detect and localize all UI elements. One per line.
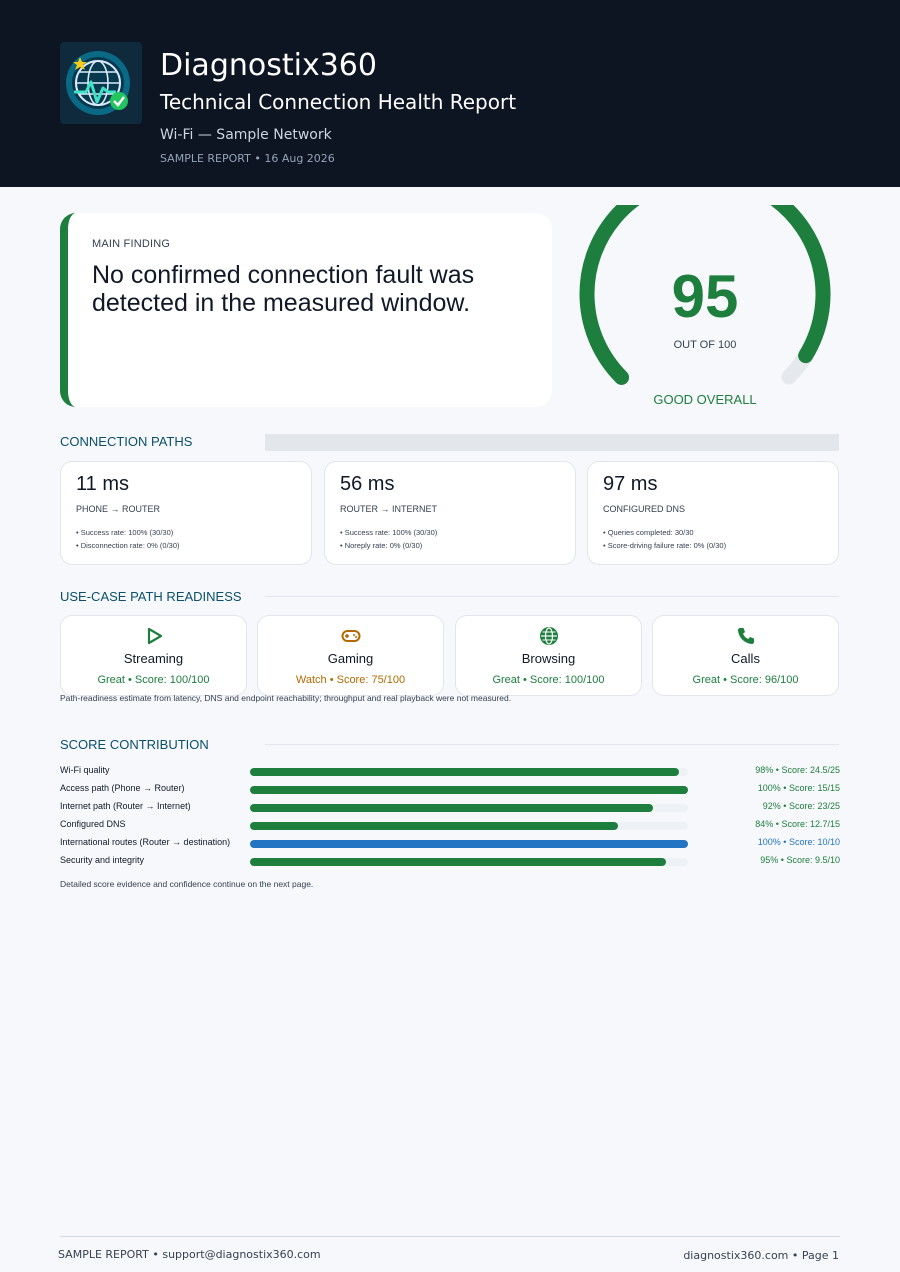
globe-icon [540, 627, 558, 645]
brand-name: Diagnostix360 [160, 48, 377, 83]
path-detail: • Queries completed: 30/30 [603, 528, 694, 537]
score-row: Access path (Phone → Router) 100% • Scor… [60, 783, 840, 797]
score-value: 84% • Score: 12.7/15 [755, 819, 840, 829]
score-bar-fill [250, 858, 667, 866]
overall-score-gauge [579, 205, 831, 385]
path-detail: • Score-driving failure rate: 0% (0/30) [603, 541, 727, 550]
score-label: Configured DNS [60, 819, 126, 829]
use-case-status: Watch • Score: 75/100 [295, 674, 406, 686]
score-row: International routes (Router → destinati… [60, 837, 840, 851]
gauge-fill [579, 205, 831, 385]
main-finding-card: MAIN FINDING No confirmed connection fau… [60, 213, 552, 407]
use-case-status: Great • Score: 96/100 [692, 674, 799, 686]
finding-text: No confirmed connection fault was detect… [92, 261, 475, 317]
path-detail: • Disconnection rate: 0% (0/30) [76, 541, 180, 550]
path-label: ROUTER → INTERNET [340, 504, 438, 514]
score-bar-fill [250, 786, 688, 794]
score-label: Wi-Fi quality [60, 765, 110, 775]
section-divider [265, 596, 839, 597]
use-case-name: Gaming [327, 651, 374, 666]
report-title: Technical Connection Health Report [160, 90, 517, 114]
play-icon [147, 627, 163, 645]
score-bar-fill [250, 822, 618, 830]
score-bar-track [250, 786, 688, 794]
path-card-configured-dns: 97 ms CONFIGURED DNS • Queries completed… [587, 461, 839, 565]
score-row: Internet path (Router → Internet) 92% • … [60, 801, 840, 815]
report-header: Diagnostix360 Technical Connection Healt… [0, 0, 900, 187]
network-name: Wi-Fi — Sample Network [160, 127, 332, 143]
score-value: 100% • Score: 15/15 [757, 783, 840, 793]
score-bar-fill [250, 840, 688, 848]
score-row: Wi-Fi quality 98% • Score: 24.5/25 [60, 765, 840, 779]
path-latency: 56 ms [340, 473, 395, 495]
score-value: 100% • Score: 10/10 [757, 837, 840, 847]
score-bar-track [250, 840, 688, 848]
score-bar-track [250, 822, 688, 830]
path-detail: • Success rate: 100% (30/30) [76, 528, 174, 537]
use-case-name: Streaming [123, 651, 184, 666]
path-detail: • Noreply rate: 0% (0/30) [340, 541, 423, 550]
finding-kicker: MAIN FINDING [92, 238, 171, 250]
footer-contact: SAMPLE REPORT • support@diagnostix360.co… [58, 1248, 321, 1261]
path-detail: • Success rate: 100% (30/30) [340, 528, 438, 537]
score-row: Security and integrity 95% • Score: 9.5/… [60, 855, 840, 869]
path-label: PHONE → ROUTER [76, 504, 161, 514]
path-latency: 11 ms [76, 473, 129, 495]
connection-paths-title: CONNECTION PATHS [60, 434, 193, 449]
footer-page-number: diagnostix360.com • Page 1 [683, 1249, 839, 1262]
score-value: 92% • Score: 23/25 [762, 801, 840, 811]
score-bar-fill [250, 768, 680, 776]
section-divider [265, 434, 839, 451]
score-bar-track [250, 804, 688, 812]
use-case-name: Browsing [521, 651, 576, 666]
score-bar-fill [250, 804, 653, 812]
score-row: Configured DNS 84% • Score: 12.7/15 [60, 819, 840, 833]
gauge-score: 95 [671, 263, 739, 330]
score-contribution-title: SCORE CONTRIBUTION [60, 737, 209, 752]
path-card-router-internet: 56 ms ROUTER → INTERNET • Success rate: … [324, 461, 576, 565]
score-bar-track [250, 858, 688, 866]
use-case-name: Calls [731, 651, 760, 666]
use-case-browsing: Browsing Great • Score: 100/100 [455, 615, 642, 696]
score-bar-track [250, 768, 688, 776]
score-label: Internet path (Router → Internet) [60, 801, 191, 811]
score-label: Access path (Phone → Router) [60, 783, 185, 793]
path-latency: 97 ms [603, 473, 658, 495]
score-label: Security and integrity [60, 855, 145, 865]
sample-report-date: SAMPLE REPORT • 16 Aug 2026 [160, 152, 335, 165]
score-label: International routes (Router → destinati… [60, 837, 231, 847]
gauge-out-of: OUT OF 100 [673, 339, 737, 351]
score-note: Detailed score evidence and confidence c… [60, 879, 314, 889]
gamepad-icon [341, 630, 361, 642]
use-case-status: Great • Score: 100/100 [97, 674, 210, 686]
phone-icon [738, 628, 754, 644]
path-card-phone-router: 11 ms PHONE → ROUTER • Success rate: 100… [60, 461, 312, 565]
logo [60, 42, 142, 124]
use-case-status: Great • Score: 100/100 [492, 674, 605, 686]
score-value: 98% • Score: 24.5/25 [755, 765, 840, 775]
use-case-gaming: Gaming Watch • Score: 75/100 [257, 615, 444, 696]
path-label: CONFIGURED DNS [603, 504, 686, 514]
gauge-rating: GOOD OVERALL [653, 392, 757, 407]
section-divider [265, 744, 839, 745]
globe-pulse-logo-icon [66, 51, 130, 115]
use-case-title: USE-CASE PATH READINESS [60, 589, 242, 604]
footer-divider [60, 1236, 840, 1237]
score-value: 95% • Score: 9.5/10 [760, 855, 840, 865]
use-case-calls: Calls Great • Score: 96/100 [652, 615, 839, 696]
use-case-note: Path-readiness estimate from latency, DN… [60, 693, 512, 703]
use-case-streaming: Streaming Great • Score: 100/100 [60, 615, 247, 696]
